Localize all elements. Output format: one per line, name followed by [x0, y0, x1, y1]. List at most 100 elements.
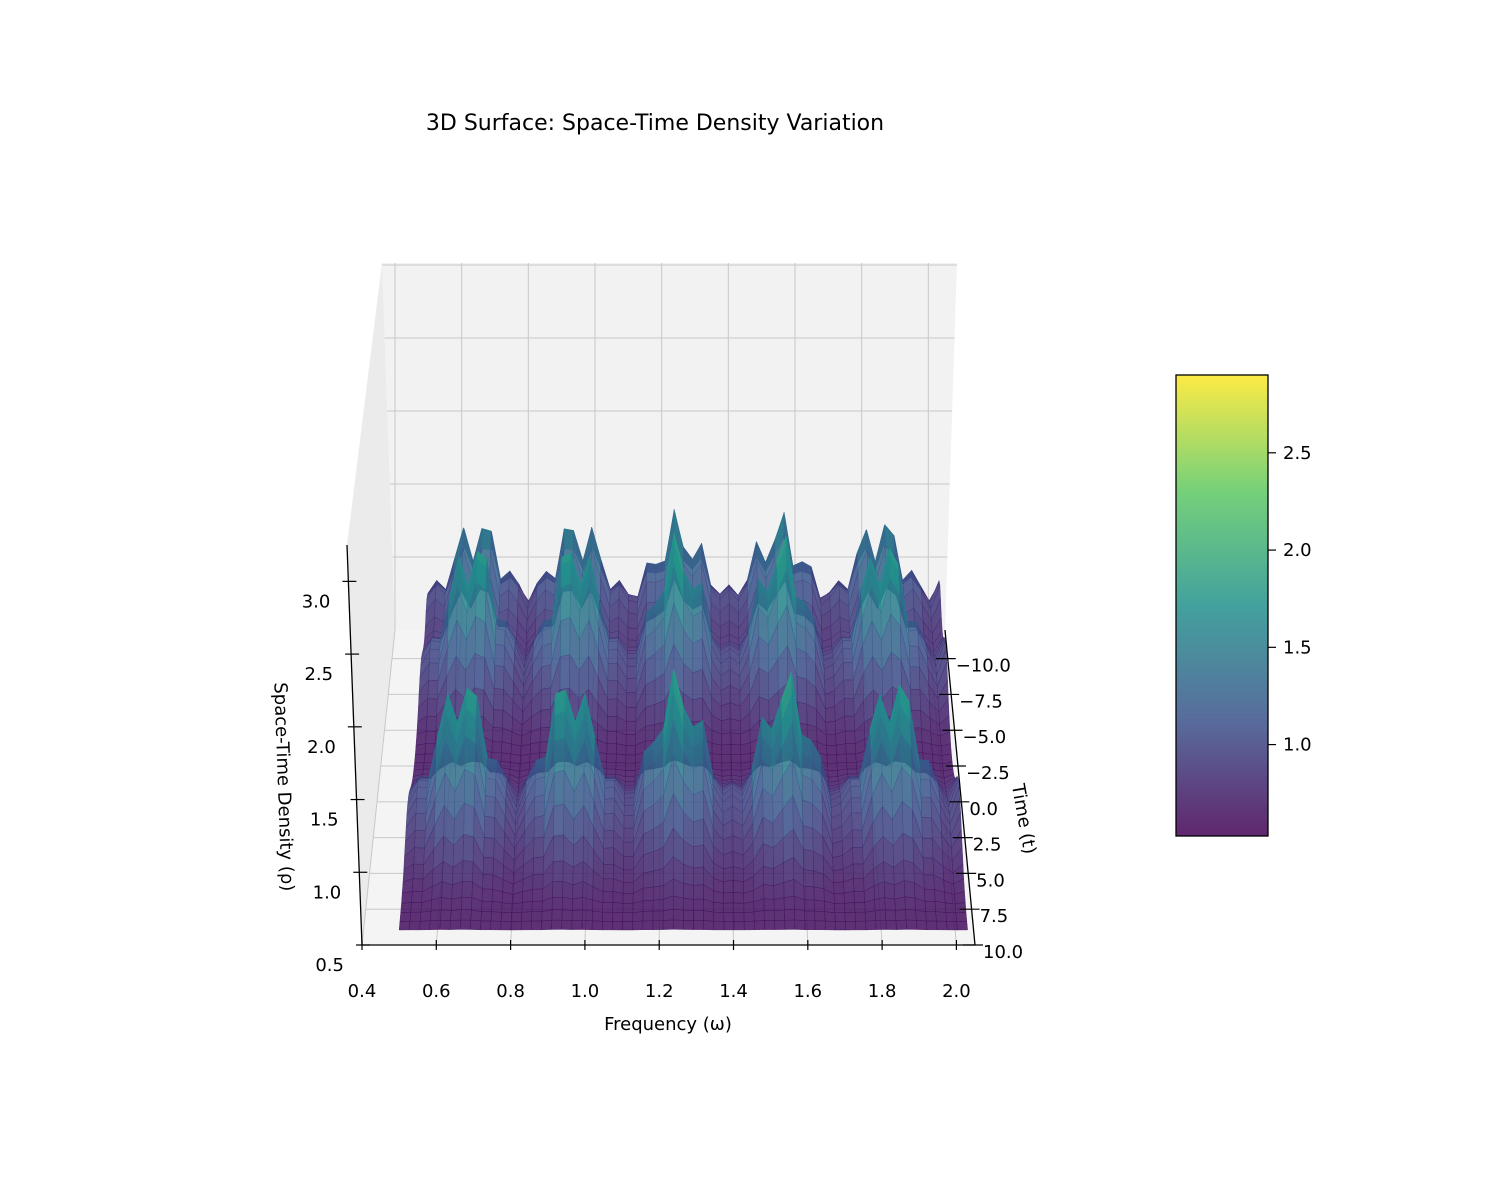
surface-facet [814, 920, 826, 931]
surface-facet [693, 762, 704, 796]
surface-facet [602, 891, 614, 903]
surface-facet [603, 812, 615, 832]
surface-facet [622, 903, 634, 913]
surface-facet [607, 648, 618, 664]
surface-facet [553, 770, 565, 807]
surface-facet [844, 902, 856, 913]
surface-facet [627, 627, 638, 641]
surface-facet [604, 786, 615, 800]
surface-facet [606, 715, 618, 732]
surface-facet [642, 910, 654, 922]
surface-facet [417, 779, 429, 789]
surface-facet [956, 920, 968, 931]
surface-facet [843, 891, 855, 904]
surface-facet [921, 817, 933, 839]
surface-facet [826, 744, 837, 756]
z-tick-label: 1.0 [313, 882, 342, 903]
y-tick-label: 5.0 [976, 870, 1005, 891]
surface-facet [627, 599, 638, 615]
surface-facet [801, 774, 813, 805]
surface-facet [740, 753, 751, 764]
surface-facet [571, 909, 583, 921]
surface-facet [740, 742, 751, 755]
surface-facet [625, 721, 637, 735]
surface-facet [626, 707, 637, 723]
surface-facet [481, 900, 493, 912]
surface-facet [470, 909, 482, 922]
z-axis-line [346, 544, 363, 946]
axes [346, 544, 976, 946]
surface-facet [623, 814, 635, 829]
surface-facet [572, 897, 583, 911]
surface-facet [414, 753, 426, 764]
surface-facet [428, 662, 439, 681]
surface-facet [763, 865, 774, 886]
surface-facet [692, 610, 703, 644]
left-pane [347, 263, 395, 945]
surface-facet [908, 629, 919, 647]
surface-facet [426, 715, 437, 732]
surface-facet [412, 878, 424, 892]
surface-facet [627, 612, 638, 630]
surface-facet [485, 764, 497, 781]
surface-facet [924, 888, 936, 902]
surface-facet [541, 642, 552, 668]
surface-facet [462, 860, 474, 883]
surface-facet [561, 919, 573, 930]
surface-facet [474, 615, 486, 659]
z-axis-label: Space-Time Density (ρ) [269, 682, 297, 892]
surface-facet [843, 662, 854, 681]
surface-facet [774, 920, 786, 930]
surface-facet [500, 912, 512, 922]
y-tick-label: −7.5 [959, 691, 1003, 712]
surface-facet [642, 870, 654, 889]
surface-facet [419, 910, 432, 922]
surface-facet [733, 921, 745, 931]
surface-facet [412, 863, 424, 880]
surface-facet [625, 734, 636, 746]
surface-facet [501, 902, 513, 914]
surface-facet [683, 897, 694, 911]
surface-facet [616, 743, 627, 756]
surface-facet [703, 910, 714, 922]
surface-facet [559, 654, 571, 690]
surface-facet [430, 909, 442, 921]
surface-facet [522, 889, 533, 903]
surface-facet [645, 679, 656, 708]
surface-facet [427, 679, 439, 700]
surface-facet [501, 741, 512, 755]
surface-facet [521, 901, 533, 913]
surface-facet [802, 799, 814, 829]
surface-facet [623, 827, 635, 843]
surface-facet [874, 909, 887, 921]
surface-facet [730, 718, 741, 735]
surface-facet [553, 803, 565, 837]
surface-facet [540, 708, 551, 729]
surface-facet [429, 640, 441, 651]
surface-facet [834, 912, 846, 922]
surface-facet [626, 665, 637, 679]
x-tick-label: 1.4 [719, 981, 748, 1002]
surface-facet [803, 899, 815, 912]
surface-facet [450, 896, 463, 911]
surface-facet [723, 912, 735, 922]
surface-facet [533, 815, 545, 839]
surface-facet [410, 902, 422, 913]
surface-facet [643, 851, 654, 874]
x-tick-label: 0.4 [348, 981, 377, 1002]
surface-facet [934, 901, 947, 913]
surface-facet [642, 886, 654, 902]
surface-facet [753, 920, 765, 931]
surface-facet [763, 884, 775, 900]
surface-facet [500, 752, 512, 763]
surface-facet [625, 763, 636, 771]
surface-facet [843, 679, 854, 699]
surface-facet [552, 834, 564, 862]
surface-facet [642, 920, 654, 930]
surface-facet [703, 920, 715, 931]
z-tick-label: 0.5 [315, 955, 344, 976]
surface-facet [773, 909, 785, 921]
chart-title: 3D Surface: Space-Time Density Variation [426, 111, 884, 136]
surface-facet [941, 753, 953, 764]
surface-facet [894, 896, 906, 911]
